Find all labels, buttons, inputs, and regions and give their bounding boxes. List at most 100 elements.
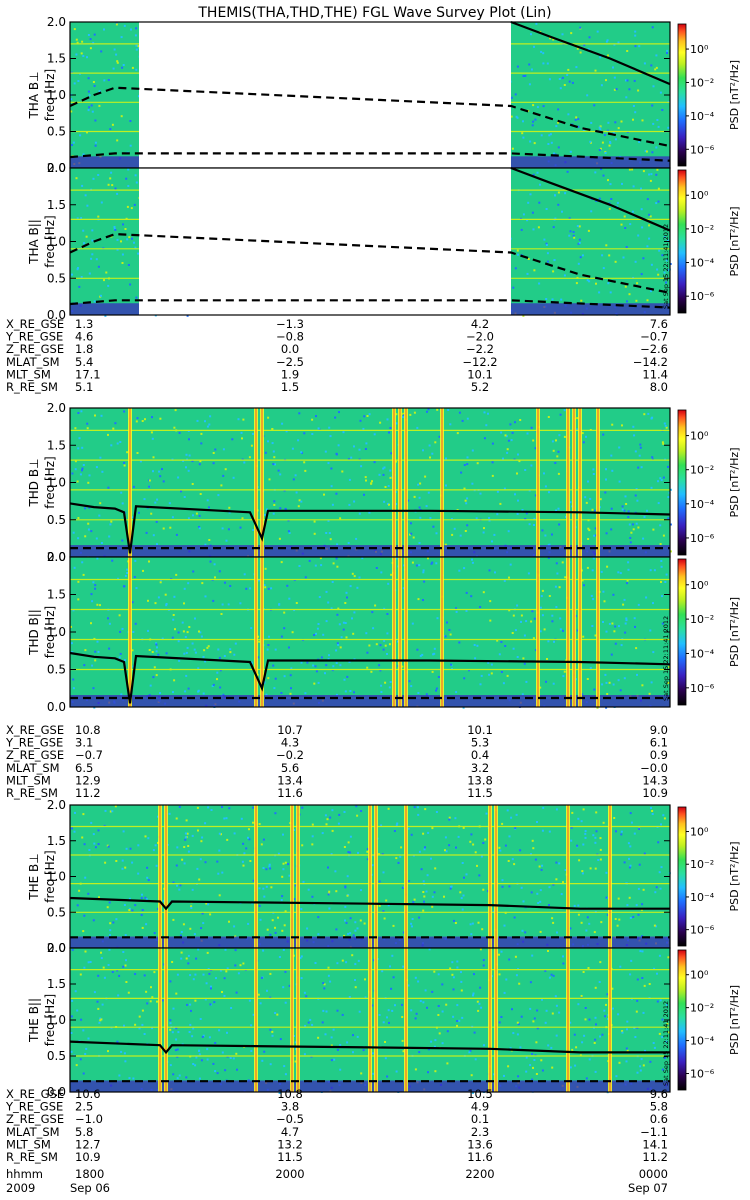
speckle: [498, 973, 501, 976]
speckle: [185, 819, 188, 822]
speckle: [176, 973, 179, 976]
speckle: [474, 851, 477, 854]
speckle: [585, 501, 588, 504]
speckle: [327, 462, 330, 465]
speckle: [187, 962, 190, 965]
speckle: [539, 606, 542, 609]
speckle: [336, 962, 339, 965]
speckle: [214, 576, 216, 579]
orbit-value: −2.5: [276, 355, 304, 369]
y-tick-label: 1.0: [47, 88, 66, 102]
speckle: [582, 441, 585, 444]
speckle: [76, 1009, 79, 1012]
speckle: [431, 670, 434, 673]
speckle: [665, 281, 667, 284]
speckle: [634, 494, 637, 497]
speckle: [107, 486, 110, 489]
speckle: [534, 858, 537, 861]
speckle: [262, 867, 265, 869]
speckle: [114, 229, 117, 231]
speckle: [78, 437, 81, 440]
speckle: [569, 501, 572, 504]
speckle: [480, 855, 483, 858]
speckle: [82, 930, 85, 933]
speckle: [608, 207, 611, 210]
speckle: [122, 64, 125, 66]
speckle: [608, 681, 611, 684]
speckle: [97, 650, 100, 653]
speckle: [192, 1063, 195, 1065]
speckle: [628, 523, 631, 526]
speckle: [631, 210, 634, 213]
colorbar-title: PSD [nT²/Hz]: [728, 60, 741, 130]
speckle: [108, 622, 111, 625]
speckle: [187, 517, 190, 520]
speckle: [419, 1000, 422, 1003]
speckle: [594, 171, 597, 174]
speckle: [389, 681, 392, 683]
speckle: [354, 921, 357, 924]
speckle: [252, 806, 255, 809]
speckle: [632, 425, 635, 428]
speckle: [491, 442, 494, 445]
speckle: [335, 928, 338, 931]
speckle: [446, 621, 448, 624]
speckle: [427, 1048, 430, 1051]
speckle: [135, 27, 138, 30]
speckle: [413, 495, 416, 498]
speckle: [335, 890, 338, 893]
speckle: [366, 651, 369, 654]
speckle: [501, 885, 504, 888]
speckle: [77, 537, 80, 540]
wave-streak-core: [573, 557, 575, 707]
speckle: [624, 631, 627, 634]
orbit-value: 11.4: [642, 367, 668, 381]
speckle: [248, 456, 251, 459]
speckle: [135, 68, 138, 71]
speckle: [624, 622, 627, 625]
speckle: [382, 648, 385, 651]
speckle: [628, 88, 631, 91]
speckle: [643, 413, 646, 416]
speckle: [568, 234, 571, 237]
orbit-value: −1.0: [75, 1112, 103, 1126]
wave-streak-core: [537, 557, 539, 707]
speckle: [92, 581, 95, 584]
speckle: [324, 1033, 327, 1036]
speckle: [655, 54, 658, 57]
speckle: [665, 259, 668, 262]
speckle: [172, 1073, 175, 1076]
speckle: [381, 970, 384, 973]
speckle: [627, 561, 630, 564]
speckle: [611, 423, 614, 426]
speckle: [223, 817, 226, 820]
speckle: [317, 1036, 320, 1039]
speckle: [280, 635, 283, 638]
speckle: [145, 923, 148, 926]
speckle: [540, 1059, 543, 1062]
speckle: [541, 998, 543, 1001]
orbit-row-label: Y_RE_GSE: [5, 736, 63, 750]
speckle: [233, 653, 236, 656]
speckle: [504, 434, 507, 437]
speckle: [198, 1077, 201, 1080]
speckle: [131, 861, 134, 864]
time-tick-label: 1800: [75, 1167, 104, 1181]
speckle: [526, 272, 529, 275]
speckle: [629, 223, 632, 226]
speckle: [130, 28, 132, 31]
speckle: [87, 1037, 90, 1040]
speckle: [353, 575, 356, 578]
speckle: [169, 1064, 172, 1067]
speckle: [382, 473, 385, 476]
speckle: [636, 1071, 639, 1074]
speckle: [418, 564, 421, 567]
speckle: [431, 990, 434, 993]
speckle: [615, 830, 617, 833]
speckle: [460, 897, 463, 900]
speckle: [197, 829, 199, 832]
speckle: [614, 121, 617, 124]
speckle: [146, 1002, 149, 1005]
speckle: [333, 1058, 336, 1061]
